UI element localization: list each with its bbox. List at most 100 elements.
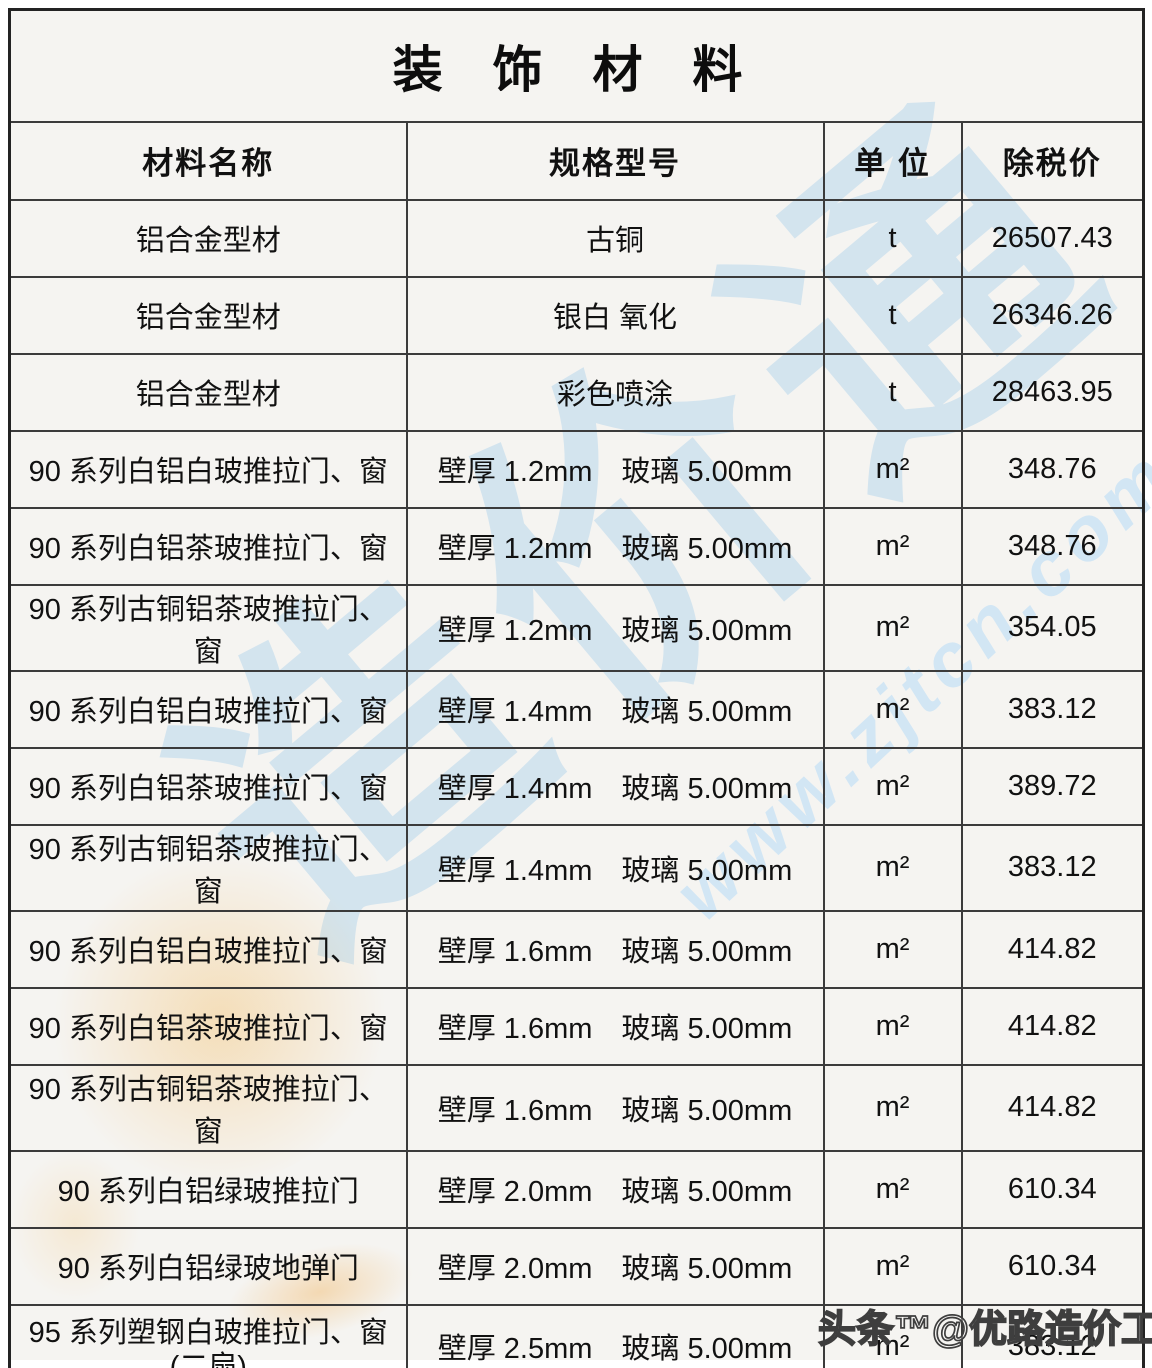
material-name-cell: 90 系列白铝绿玻地弹门 bbox=[8, 1226, 408, 1306]
table-row: 90 系列古铜铝茶玻推拉门、窗 壁厚 1.6mm 玻璃 5.00mm m² 41… bbox=[8, 1063, 1145, 1152]
unit-cell: m² bbox=[822, 429, 963, 509]
price-cell: 383.12 bbox=[960, 669, 1145, 749]
unit-cell: m² bbox=[822, 909, 963, 989]
material-name-cell: 铝合金型材 bbox=[8, 352, 408, 432]
material-name-cell: 90 系列白铝茶玻推拉门、窗 bbox=[8, 986, 408, 1066]
material-name: 90 系列古铜铝茶玻推拉门、窗 bbox=[28, 833, 388, 908]
material-name-cell: 95 系列塑钢白玻推拉门、窗 (二扇) bbox=[8, 1303, 408, 1368]
spec-cell: 壁厚 1.4mm 玻璃 5.00mm bbox=[405, 746, 825, 826]
table-row: 铝合金型材 银白 氧化 t 26346.26 bbox=[8, 275, 1145, 355]
spec-cell: 壁厚 1.4mm 玻璃 5.00mm bbox=[405, 823, 825, 912]
spec-cell: 壁厚 2.0mm 玻璃 5.00mm bbox=[405, 1226, 825, 1306]
table-row: 90 系列白铝白玻推拉门、窗 壁厚 1.2mm 玻璃 5.00mm m² 348… bbox=[8, 429, 1145, 509]
spec-cell: 彩色喷涂 bbox=[405, 352, 825, 432]
unit-cell: m² bbox=[822, 669, 963, 749]
table-row: 90 系列白铝茶玻推拉门、窗 壁厚 1.4mm 玻璃 5.00mm m² 389… bbox=[8, 746, 1145, 826]
price-cell: 389.72 bbox=[960, 746, 1145, 826]
spec-cell: 银白 氧化 bbox=[405, 275, 825, 355]
unit-cell: m² bbox=[822, 1149, 963, 1229]
material-name-cell: 90 系列白铝茶玻推拉门、窗 bbox=[8, 506, 408, 586]
material-name: 90 系列白铝茶玻推拉门、窗 bbox=[28, 1013, 388, 1045]
material-name: 90 系列古铜铝茶玻推拉门、窗 bbox=[28, 593, 388, 668]
page-title: 装 饰 材 料 bbox=[8, 8, 1145, 123]
unit-cell: m² bbox=[822, 1063, 963, 1152]
table-row: 95 系列塑钢白玻推拉门、窗 (二扇) 壁厚 2.5mm 玻璃 5.00mm m… bbox=[8, 1303, 1145, 1368]
unit-cell: t bbox=[822, 352, 963, 432]
unit-cell: m² bbox=[822, 746, 963, 826]
table-row: 90 系列白铝茶玻推拉门、窗 壁厚 1.6mm 玻璃 5.00mm m² 414… bbox=[8, 986, 1145, 1066]
price-cell: 354.05 bbox=[960, 583, 1145, 672]
unit-cell: m² bbox=[822, 583, 963, 672]
material-name: 90 系列白铝白玻推拉门、窗 bbox=[28, 696, 388, 728]
material-name: 90 系列白铝茶玻推拉门、窗 bbox=[28, 533, 388, 565]
unit-cell: m² bbox=[822, 986, 963, 1066]
price-cell: 383.12 bbox=[960, 1303, 1145, 1368]
column-header-material-name: 材料名称 bbox=[8, 120, 408, 201]
spec-cell: 壁厚 1.2mm 玻璃 5.00mm bbox=[405, 583, 825, 672]
spec-cell: 壁厚 1.6mm 玻璃 5.00mm bbox=[405, 1063, 825, 1152]
table-title-row: 装 饰 材 料 bbox=[8, 8, 1145, 123]
spec-cell: 壁厚 1.2mm 玻璃 5.00mm bbox=[405, 429, 825, 509]
unit-cell: t bbox=[822, 198, 963, 278]
table-row: 90 系列白铝茶玻推拉门、窗 壁厚 1.2mm 玻璃 5.00mm m² 348… bbox=[8, 506, 1145, 586]
price-cell: 414.82 bbox=[960, 1063, 1145, 1152]
table-row: 90 系列白铝绿玻推拉门 壁厚 2.0mm 玻璃 5.00mm m² 610.3… bbox=[8, 1149, 1145, 1229]
material-name-cell: 90 系列古铜铝茶玻推拉门、窗 bbox=[8, 1063, 408, 1152]
price-cell: 414.82 bbox=[960, 909, 1145, 989]
spec-cell: 壁厚 1.2mm 玻璃 5.00mm bbox=[405, 506, 825, 586]
material-name: 90 系列白铝茶玻推拉门、窗 bbox=[28, 773, 388, 805]
unit-cell: m² bbox=[822, 1303, 963, 1368]
table-row: 铝合金型材 彩色喷涂 t 28463.95 bbox=[8, 352, 1145, 432]
price-cell: 610.34 bbox=[960, 1149, 1145, 1229]
material-name-cell: 90 系列白铝白玻推拉门、窗 bbox=[8, 429, 408, 509]
price-cell: 383.12 bbox=[960, 823, 1145, 912]
material-name: 90 系列白铝绿玻地弹门 bbox=[57, 1253, 359, 1285]
price-cell: 26346.26 bbox=[960, 275, 1145, 355]
material-name: 90 系列古铜铝茶玻推拉门、窗 bbox=[28, 1073, 388, 1148]
material-name-cell: 90 系列白铝白玻推拉门、窗 bbox=[8, 669, 408, 749]
material-name: 90 系列白铝白玻推拉门、窗 bbox=[28, 936, 388, 968]
table-row: 90 系列古铜铝茶玻推拉门、窗 壁厚 1.2mm 玻璃 5.00mm m² 35… bbox=[8, 583, 1145, 672]
material-name: 95 系列塑钢白玻推拉门、窗 bbox=[28, 1316, 388, 1349]
material-name-cell: 90 系列白铝白玻推拉门、窗 bbox=[8, 909, 408, 989]
column-header-unit: 单 位 bbox=[822, 120, 963, 201]
price-cell: 610.34 bbox=[960, 1226, 1145, 1306]
material-name: 铝合金型材 bbox=[135, 225, 281, 257]
price-cell: 414.82 bbox=[960, 986, 1145, 1066]
price-cell: 26507.43 bbox=[960, 198, 1145, 278]
unit-cell: m² bbox=[822, 506, 963, 586]
material-name-cell: 90 系列古铜铝茶玻推拉门、窗 bbox=[8, 583, 408, 672]
unit-cell: m² bbox=[822, 823, 963, 912]
table-header-row: 材料名称 规格型号 单 位 除税价 bbox=[8, 120, 1145, 201]
unit-cell: t bbox=[822, 275, 963, 355]
column-header-spec-model: 规格型号 bbox=[405, 120, 825, 201]
price-cell: 28463.95 bbox=[960, 352, 1145, 432]
column-header-price-excl-tax: 除税价 bbox=[960, 120, 1145, 201]
table-row: 铝合金型材 古铜 t 26507.43 bbox=[8, 198, 1145, 278]
materials-price-table: 装 饰 材 料 材料名称 规格型号 单 位 除税价 铝合金型材 古铜 t 265… bbox=[8, 8, 1145, 1368]
price-cell: 348.76 bbox=[960, 429, 1145, 509]
material-name-cell: 铝合金型材 bbox=[8, 275, 408, 355]
material-name-cell: 90 系列古铜铝茶玻推拉门、窗 bbox=[8, 823, 408, 912]
table-row: 90 系列白铝白玻推拉门、窗 壁厚 1.6mm 玻璃 5.00mm m² 414… bbox=[8, 909, 1145, 989]
spec-cell: 壁厚 1.6mm 玻璃 5.00mm bbox=[405, 909, 825, 989]
material-name: 铝合金型材 bbox=[135, 302, 281, 334]
material-name-cell: 铝合金型材 bbox=[8, 198, 408, 278]
spec-cell: 古铜 bbox=[405, 198, 825, 278]
material-name: 90 系列白铝绿玻推拉门 bbox=[57, 1176, 359, 1208]
material-name-cell: 90 系列白铝绿玻推拉门 bbox=[8, 1149, 408, 1229]
table-row: 90 系列古铜铝茶玻推拉门、窗 壁厚 1.4mm 玻璃 5.00mm m² 38… bbox=[8, 823, 1145, 912]
material-name-cell: 90 系列白铝茶玻推拉门、窗 bbox=[8, 746, 408, 826]
material-name: 铝合金型材 bbox=[135, 379, 281, 411]
table-row: 90 系列白铝白玻推拉门、窗 壁厚 1.4mm 玻璃 5.00mm m² 383… bbox=[8, 669, 1145, 749]
spec-cell: 壁厚 1.4mm 玻璃 5.00mm bbox=[405, 669, 825, 749]
spec-cell: 壁厚 1.6mm 玻璃 5.00mm bbox=[405, 986, 825, 1066]
spec-cell: 壁厚 2.5mm 玻璃 5.00mm bbox=[405, 1303, 825, 1368]
material-name-line2: (二扇) bbox=[169, 1350, 247, 1368]
price-cell: 348.76 bbox=[960, 506, 1145, 586]
unit-cell: m² bbox=[822, 1226, 963, 1306]
table-row: 90 系列白铝绿玻地弹门 壁厚 2.0mm 玻璃 5.00mm m² 610.3… bbox=[8, 1226, 1145, 1306]
material-name: 90 系列白铝白玻推拉门、窗 bbox=[28, 456, 388, 488]
spec-cell: 壁厚 2.0mm 玻璃 5.00mm bbox=[405, 1149, 825, 1229]
